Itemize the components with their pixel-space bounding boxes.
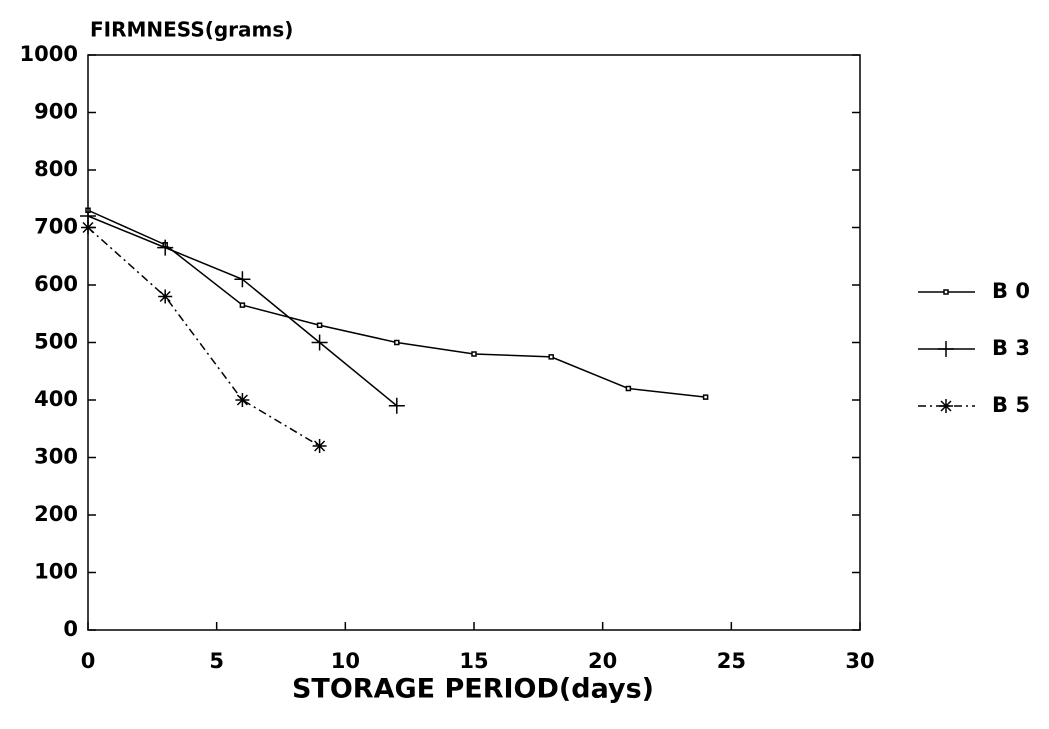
data-point — [235, 393, 250, 407]
y-tick-label: 900 — [34, 100, 78, 124]
series-line — [87, 209, 706, 398]
data-point — [388, 397, 405, 414]
y-tick-label: 800 — [34, 157, 78, 181]
y-tick-label: 200 — [34, 502, 78, 526]
x-tick-label: 30 — [845, 649, 874, 673]
series-line — [87, 215, 398, 407]
y-tick-label: 100 — [34, 560, 78, 584]
x-tick-label: 10 — [331, 649, 360, 673]
x-tick-label: 25 — [717, 649, 746, 673]
data-point — [234, 271, 251, 288]
data-point — [312, 439, 327, 453]
data-point — [548, 354, 554, 360]
data-point — [471, 351, 477, 357]
legend-marker — [939, 399, 953, 413]
data-point — [157, 239, 174, 256]
y-tick-label: 700 — [34, 215, 78, 239]
chart-title: FIRMNESS(grams) — [90, 18, 293, 42]
data-point — [625, 385, 632, 392]
x-tick-label: 5 — [209, 649, 224, 673]
y-tick-label: 600 — [34, 272, 78, 296]
data-point — [158, 289, 173, 304]
x-tick-label: 20 — [588, 649, 617, 673]
data-point — [316, 322, 323, 328]
legend-marker — [943, 289, 949, 295]
data-point — [239, 302, 246, 308]
series-line — [87, 226, 320, 447]
y-tick-label: 1000 — [20, 42, 78, 66]
y-tick-label: 500 — [34, 330, 78, 354]
y-tick-label: 0 — [63, 617, 78, 641]
y-tick-label: 300 — [34, 445, 78, 469]
legend-marker — [938, 341, 954, 357]
x-tick-label: 0 — [81, 649, 96, 673]
plot-frame — [87, 54, 861, 631]
legend-label: B 0 — [992, 279, 1030, 303]
data-point — [702, 394, 709, 400]
data-point — [394, 339, 400, 346]
data-point — [81, 220, 95, 235]
x-tick-label: 15 — [459, 649, 488, 673]
data-point — [311, 334, 328, 351]
legend-label: B 5 — [992, 393, 1030, 417]
legend-label: B 3 — [992, 336, 1030, 360]
y-tick-label: 400 — [34, 387, 78, 411]
x-axis-label: STORAGE PERIOD(days) — [292, 674, 654, 705]
